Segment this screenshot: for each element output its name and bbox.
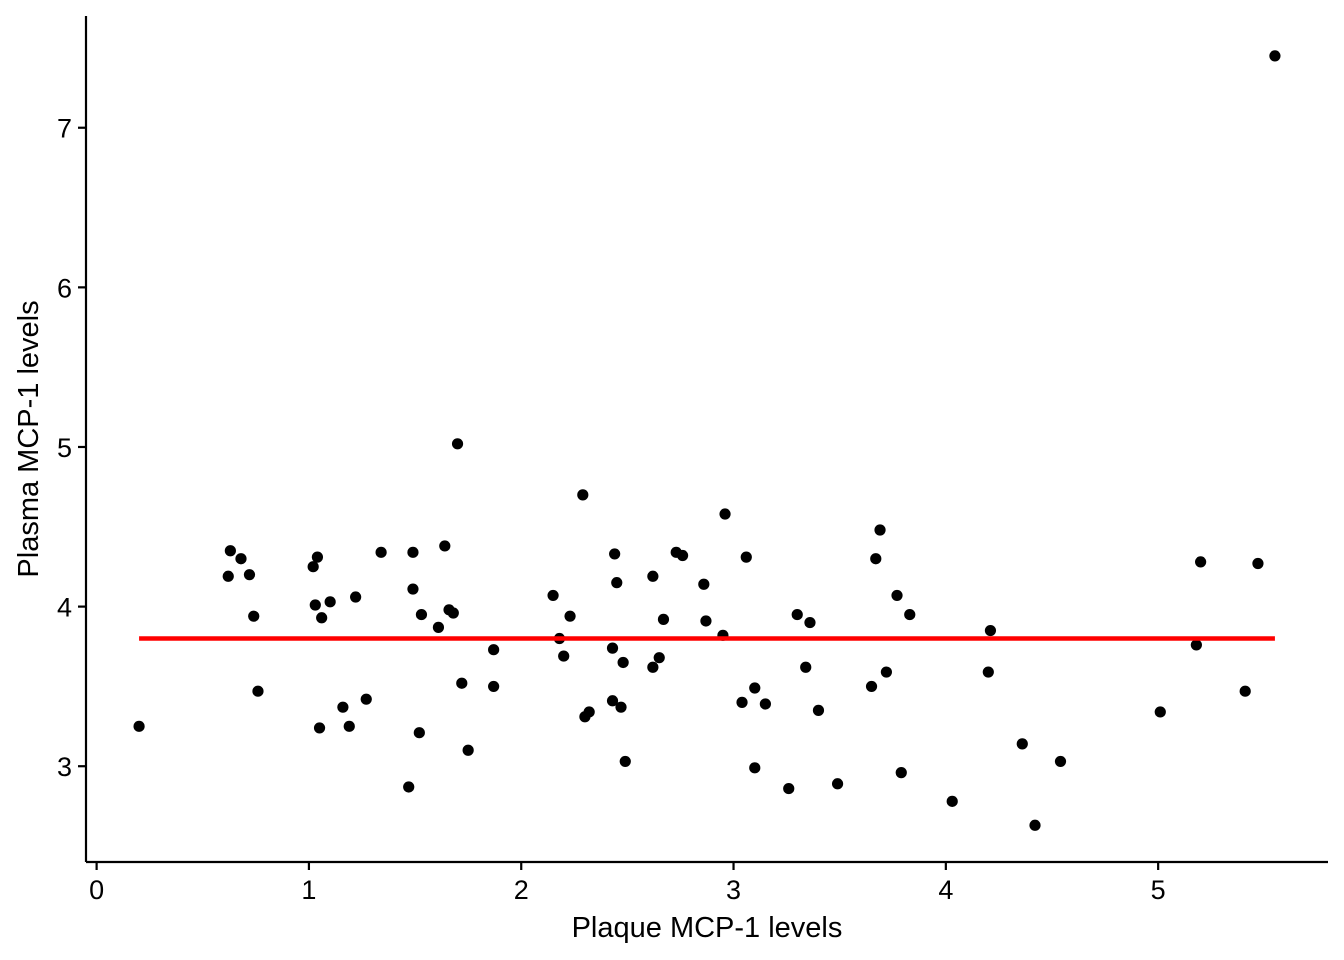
data-point [407, 546, 419, 558]
data-point [235, 553, 247, 565]
x-tick-label: 0 [89, 875, 104, 905]
data-point [307, 561, 319, 573]
data-point [583, 706, 595, 718]
data-point [647, 661, 659, 673]
data-point [783, 782, 795, 795]
data-point [831, 778, 844, 790]
data-point [880, 666, 893, 678]
data-point [740, 551, 752, 563]
data-point [946, 795, 958, 807]
data-point [462, 744, 474, 756]
data-point [1054, 755, 1067, 768]
x-tick-label: 1 [301, 875, 316, 905]
data-point [1269, 50, 1281, 62]
data-point [343, 720, 355, 732]
y-tick-label: 5 [57, 433, 72, 463]
data-point [676, 549, 689, 562]
data-point [891, 589, 903, 602]
x-tick-label: 3 [726, 875, 741, 905]
data-point [1016, 738, 1028, 750]
data-point [313, 722, 326, 734]
y-tick-label: 3 [57, 752, 72, 782]
x-tick-label: 2 [514, 875, 529, 905]
data-point [488, 680, 500, 693]
y-tick-label: 6 [57, 273, 72, 303]
data-point [252, 685, 264, 697]
data-point [749, 762, 761, 774]
x-tick-label: 4 [938, 875, 953, 905]
data-point [719, 508, 731, 520]
data-point [865, 680, 878, 693]
data-point [309, 599, 321, 611]
data-point [791, 608, 803, 621]
data-point [759, 698, 771, 710]
data-point [415, 608, 428, 621]
data-point [611, 577, 623, 589]
data-point [800, 661, 812, 673]
points-layer [133, 50, 1281, 831]
data-point [311, 551, 324, 563]
data-point [222, 570, 234, 582]
data-point [337, 701, 349, 713]
data-point [615, 701, 627, 713]
data-point [749, 682, 761, 694]
data-point [547, 589, 559, 602]
data-point [982, 666, 994, 678]
data-point [360, 693, 372, 705]
y-axis-title: Plasma MCP-1 levels [13, 300, 45, 577]
data-point [407, 583, 419, 595]
data-point [812, 704, 825, 716]
y-axis-ticks: 3 4 5 6 7 [57, 114, 86, 782]
data-point [324, 596, 336, 608]
data-point [243, 569, 256, 581]
data-point [447, 607, 459, 619]
x-axis-title: Plaque MCP-1 levels [572, 912, 843, 944]
data-point [248, 610, 260, 622]
data-point [375, 546, 387, 558]
data-point [617, 656, 629, 669]
data-point [1190, 639, 1202, 651]
data-point [1029, 819, 1041, 831]
data-point [413, 727, 425, 739]
data-point [1154, 706, 1166, 718]
data-point [316, 612, 328, 624]
data-point [870, 553, 882, 565]
data-point [895, 767, 907, 779]
data-point [606, 642, 619, 654]
data-point [577, 489, 589, 501]
y-tick-label: 7 [57, 114, 72, 144]
data-point [456, 677, 468, 689]
data-point [451, 438, 464, 450]
data-point [432, 621, 445, 633]
data-point [1252, 557, 1264, 570]
data-point [1239, 685, 1251, 697]
data-point [606, 695, 619, 707]
data-point [653, 652, 665, 664]
data-point [700, 615, 712, 627]
data-point [224, 545, 236, 557]
data-point [804, 616, 816, 629]
data-point [439, 540, 451, 552]
data-point [657, 613, 670, 625]
x-tick-label: 5 [1151, 875, 1166, 905]
data-point [609, 548, 621, 560]
data-point [350, 591, 362, 603]
data-point [904, 608, 916, 621]
data-point [488, 644, 500, 656]
data-point [133, 720, 145, 732]
data-point [564, 610, 576, 622]
data-point [698, 578, 710, 590]
data-point [874, 524, 886, 536]
data-point [403, 781, 415, 793]
y-tick-label: 4 [57, 593, 72, 623]
data-point [1195, 556, 1207, 568]
data-point [619, 755, 631, 768]
data-point [736, 696, 748, 708]
data-point [647, 570, 659, 582]
x-axis-ticks: 0 1 2 3 4 5 [89, 862, 1166, 905]
data-point [558, 650, 570, 662]
data-point [984, 624, 997, 637]
